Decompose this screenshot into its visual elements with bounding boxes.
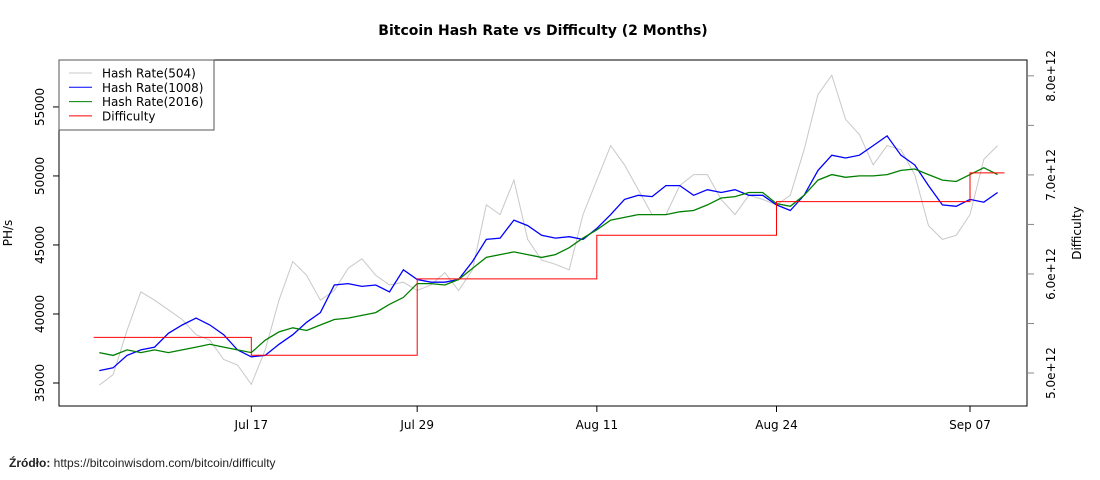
y-axis-right-label: Difficulty [1070, 206, 1084, 260]
source-note: Źródło: https://bitcoinwisdom.com/bitcoi… [9, 456, 276, 470]
y-tick-label: 55000 [33, 88, 47, 126]
series-layer [93, 74, 1005, 386]
legend: Hash Rate(504)Hash Rate(1008)Hash Rate(2… [58, 59, 215, 131]
y-right-tick-label: 8.0e+12 [1044, 50, 1058, 102]
x-tick-label: Jul 29 [399, 418, 434, 432]
y-tick-label: 40000 [33, 295, 47, 333]
legend-label: Difficulty [102, 109, 156, 123]
x-tick-label: Aug 24 [755, 418, 798, 432]
x-tick-label: Sep 07 [949, 418, 991, 432]
plot-frame [58, 59, 1028, 407]
legend-label: Hash Rate(2016) [102, 95, 203, 109]
axes-layer: Jul 17 Jul 29 Aug 11 Aug 24 Sep 07 35000 40000… [33, 50, 1058, 432]
y-right-tick-label: 6.0e+12 [1044, 248, 1058, 300]
series-line-2 [99, 134, 998, 372]
y-tick-label: 50000 [33, 157, 47, 195]
x-tick-label: Jul 17 [234, 418, 269, 432]
legend-label: Hash Rate(1008) [102, 81, 203, 95]
y-tick-label: 35000 [33, 364, 47, 402]
y-right-tick-label: 7.0e+12 [1044, 149, 1058, 201]
legend-box [58, 59, 215, 131]
y-tick-label: 45000 [33, 226, 47, 264]
chart-title: Bitcoin Hash Rate vs Difficulty (2 Month… [378, 23, 707, 39]
series-line-3 [99, 166, 998, 357]
x-tick-label: Aug 11 [576, 418, 619, 432]
difficulty-line [93, 172, 1005, 356]
y-axis-label: PH/s [1, 220, 15, 247]
legend-label: Hash Rate(504) [102, 67, 196, 81]
source-url[interactable]: https://bitcoinwisdom.com/bitcoin/diffic… [53, 456, 276, 470]
series-line-1 [98, 74, 998, 386]
source-label: Źródło: [9, 456, 51, 470]
y-right-tick-label: 5.0e+12 [1044, 347, 1058, 399]
